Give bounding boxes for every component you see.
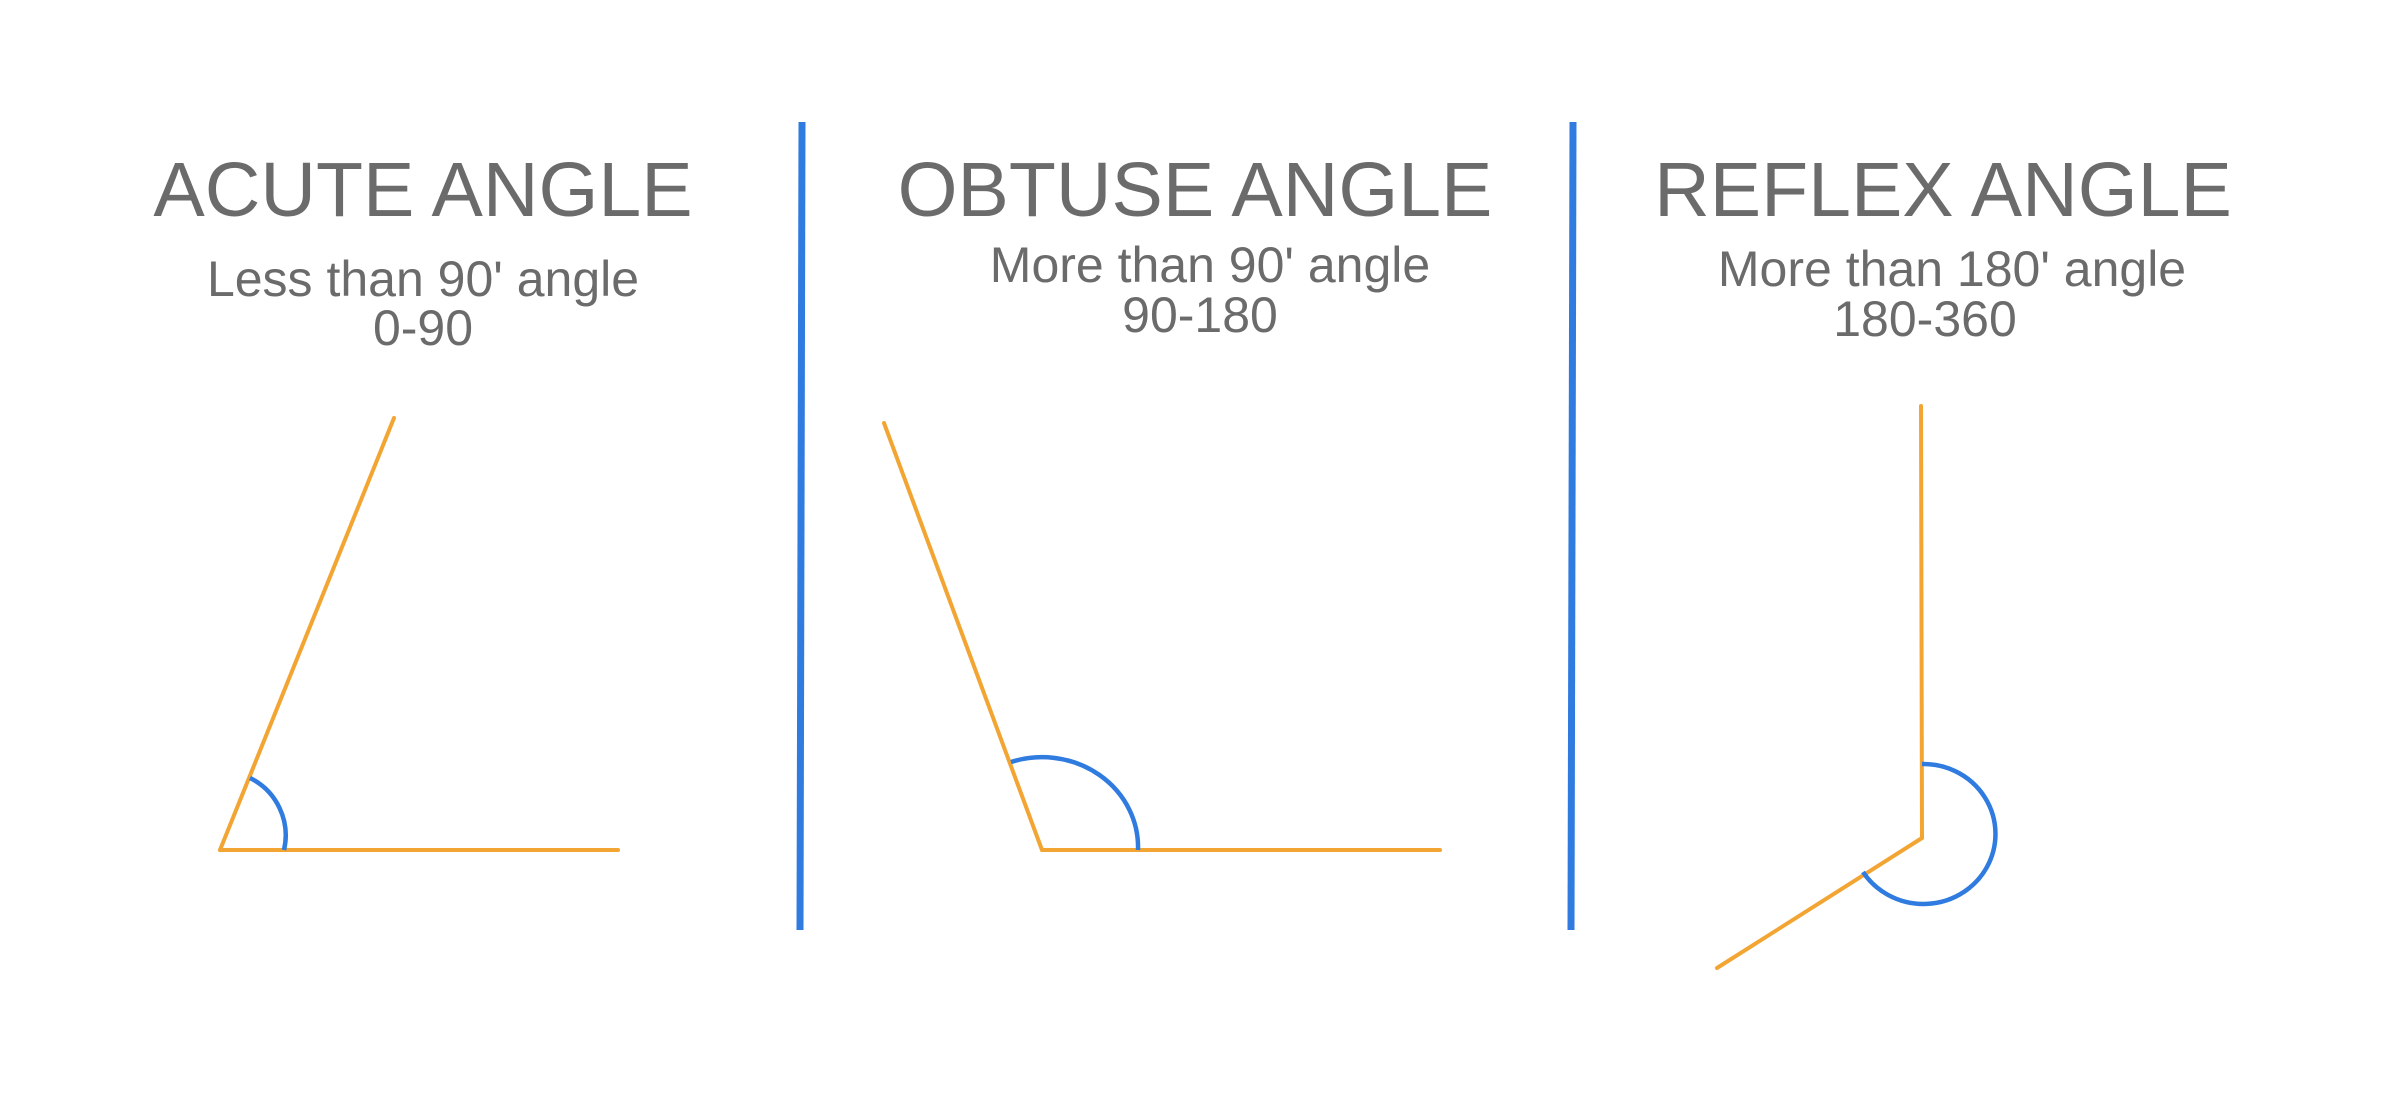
obtuse-title: OBTUSE ANGLE	[898, 147, 1493, 233]
divider-left	[796, 121, 806, 931]
panel-obtuse: OBTUSE ANGLE More than 90' angle 90-180	[882, 147, 1493, 852]
reflex-description: More than 180' angle	[1718, 241, 2186, 297]
panel-acute: ACUTE ANGLE Less than 90' angle 0-90	[153, 147, 693, 852]
obtuse-description: More than 90' angle	[990, 237, 1430, 293]
acute-range: 0-90	[373, 300, 473, 356]
reflex-range: 180-360	[1833, 291, 2017, 347]
obtuse-slanted-arm	[882, 421, 1044, 852]
reflex-lower-arm	[1715, 836, 1924, 970]
acute-slanted-arm	[218, 416, 396, 852]
obtuse-angle-arc	[1010, 754, 1141, 851]
divider-right	[1567, 121, 1577, 931]
acute-description: Less than 90' angle	[207, 251, 639, 307]
reflex-angle-arc	[1861, 761, 1998, 907]
acute-title: ACUTE ANGLE	[153, 147, 692, 233]
acute-angle-arc	[248, 775, 288, 851]
reflex-title: REFLEX ANGLE	[1654, 147, 2232, 233]
reflex-vertical-arm	[1919, 404, 1924, 840]
panel-reflex: REFLEX ANGLE More than 180' angle 180-36…	[1654, 147, 2232, 970]
obtuse-range: 90-180	[1122, 287, 1278, 343]
